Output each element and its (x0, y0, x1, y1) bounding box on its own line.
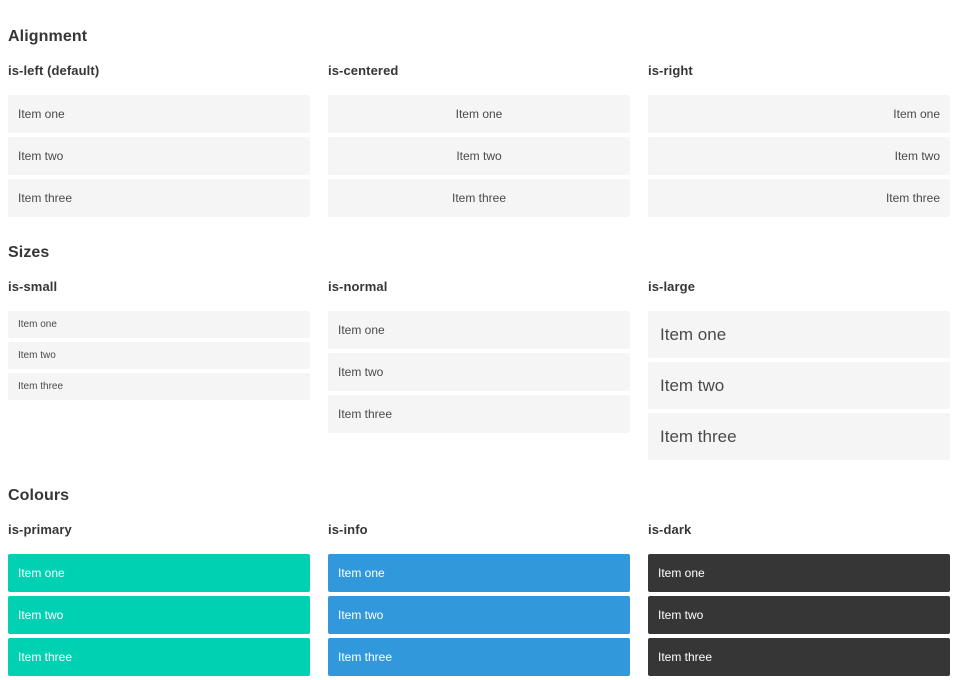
list-item[interactable]: Item two (648, 362, 950, 409)
list-item[interactable]: Item three (8, 638, 310, 676)
list-item[interactable]: Item one (8, 311, 310, 338)
list-item[interactable]: Item two (8, 596, 310, 634)
column-heading: is-large (648, 279, 696, 294)
column-is-small: is-small Item one Item two Item three (8, 261, 310, 404)
section-title: Colours (8, 487, 70, 504)
list-item[interactable]: Item two (328, 596, 630, 634)
list-item[interactable]: Item three (328, 638, 630, 676)
list-item[interactable]: Item three (328, 179, 630, 217)
column-heading: is-dark (648, 522, 692, 537)
list-item[interactable]: Item one (648, 311, 950, 358)
list-item[interactable]: Item two (8, 137, 310, 175)
list-item[interactable]: Item three (8, 179, 310, 217)
list-item[interactable]: Item one (8, 554, 310, 592)
sizes-grid: is-small Item one Item two Item three is… (8, 261, 950, 464)
list-item[interactable]: Item two (648, 137, 950, 175)
list-item[interactable]: Item three (8, 373, 310, 400)
list-item[interactable]: Item three (648, 179, 950, 217)
list-item[interactable]: Item two (648, 596, 950, 634)
list-item[interactable]: Item three (648, 413, 950, 460)
column-heading: is-small (8, 279, 58, 294)
column-heading: is-info (328, 522, 368, 537)
column-is-normal: is-normal Item one Item two Item three (328, 261, 630, 437)
column-is-large: is-large Item one Item two Item three (648, 261, 950, 464)
alignment-grid: is-left (default) Item one Item two Item… (8, 45, 950, 221)
section-alignment: Alignment is-left (default) Item one Ite… (8, 29, 950, 221)
section-colours: Colours is-primary Item one Item two Ite… (8, 488, 950, 680)
column-heading: is-right (648, 63, 693, 78)
list-item[interactable]: Item one (328, 311, 630, 349)
list-item[interactable]: Item one (648, 554, 950, 592)
list-item[interactable]: Item two (328, 137, 630, 175)
list-item[interactable]: Item one (648, 95, 950, 133)
section-title: Sizes (8, 244, 50, 261)
list-item[interactable]: Item two (8, 342, 310, 369)
column-heading: is-centered (328, 63, 399, 78)
column-is-centered: is-centered Item one Item two Item three (328, 45, 630, 221)
list-item[interactable]: Item one (328, 554, 630, 592)
list-item[interactable]: Item three (328, 395, 630, 433)
column-heading: is-primary (8, 522, 72, 537)
column-heading: is-normal (328, 279, 388, 294)
section-title: Alignment (8, 28, 88, 45)
column-heading: is-left (default) (8, 63, 100, 78)
list-item[interactable]: Item three (648, 638, 950, 676)
column-is-right: is-right Item one Item two Item three (648, 45, 950, 221)
list-item[interactable]: Item two (328, 353, 630, 391)
column-is-left: is-left (default) Item one Item two Item… (8, 45, 310, 221)
section-sizes: Sizes is-small Item one Item two Item th… (8, 245, 950, 464)
list-item[interactable]: Item one (328, 95, 630, 133)
list-item[interactable]: Item one (8, 95, 310, 133)
